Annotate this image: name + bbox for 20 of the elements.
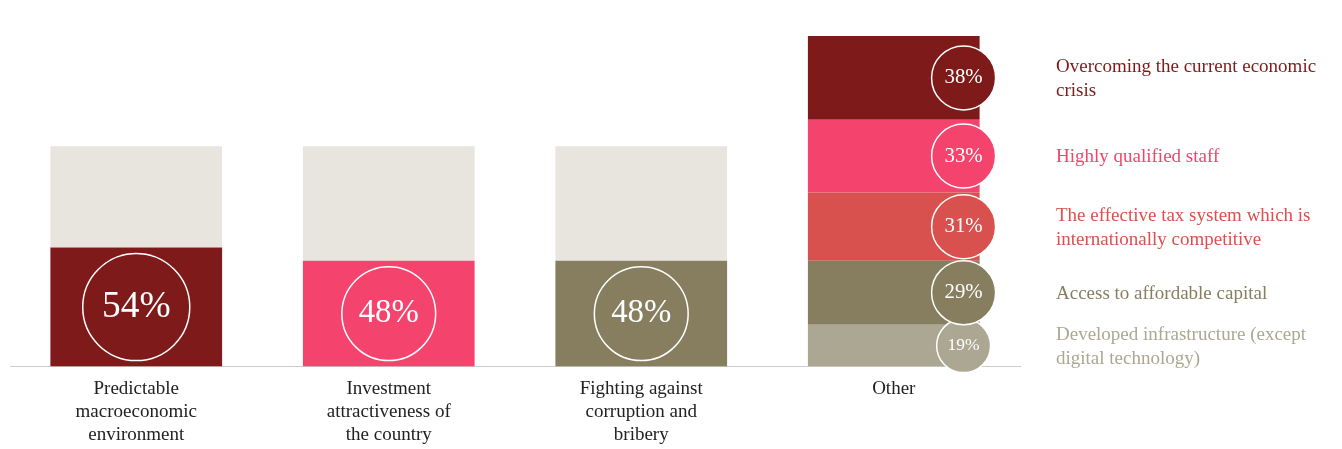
bar (302, 146, 475, 261)
data-label: 48% (358, 293, 419, 330)
x-tick-label: Other (872, 376, 917, 398)
x-tick-label: Investment attractiveness of the country (326, 376, 452, 444)
bar (555, 146, 728, 261)
data-label: 19% (947, 334, 980, 355)
data-label: 48% (611, 293, 672, 330)
data-label: 31% (944, 213, 983, 237)
text: Highly qualified staff (1056, 144, 1221, 169)
text: Overcoming the current economic crisis (1056, 53, 1318, 102)
data-label: 54% (101, 283, 171, 325)
text: Access to affordable capital (1056, 280, 1269, 305)
bar (50, 146, 223, 248)
text: The effective tax system which is internationally competitive (1056, 202, 1312, 251)
x-tick-label: Predictable macroeconomic environment (75, 376, 197, 444)
data-label: 38% (944, 64, 983, 88)
data-label: 29% (944, 279, 983, 303)
text: Developed infrastructure (except digital technology) (1056, 321, 1308, 370)
data-label: 33% (944, 142, 983, 166)
x-tick-label: Fighting against corruption and bribery (579, 376, 704, 444)
